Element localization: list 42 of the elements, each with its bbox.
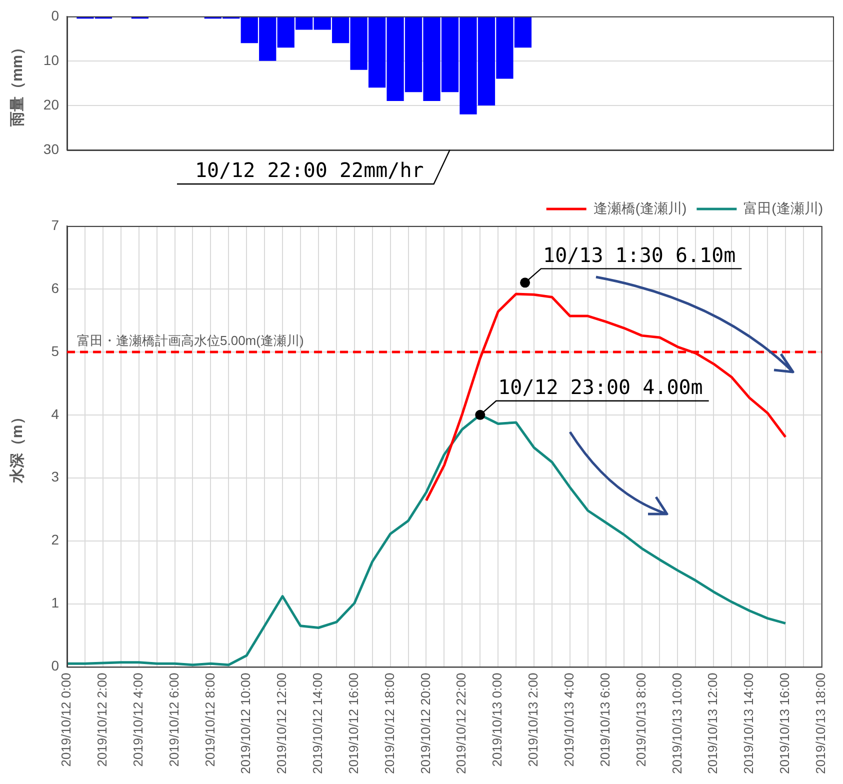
x-tick-label: 2019/10/13 10:00 [669,672,684,774]
y-tick-label: 5 [51,342,60,359]
y-axis-title: 水深（m） [9,410,26,484]
x-tick-label: 2019/10/12 10:00 [238,672,254,774]
text: 10/12 22:00 22mm/hr [195,158,424,182]
x-tick-label: 2019/10/12 0:00 [58,672,74,767]
x-tick-label: 2019/10/12 20:00 [418,672,433,774]
x-tick-label: 2019/10/13 2:00 [526,672,541,767]
annotation: 10/13 1:30 6.10m [543,242,736,267]
legend-label: 富田(逢瀬川) [744,200,824,216]
annotation: 10/12 23:00 4.00m [498,375,703,400]
y-tick-label: 4 [51,406,60,422]
y-tick-label: 3 [51,468,60,485]
y-tick-label: 7 [51,216,60,233]
x-tick-label: 2019/10/13 16:00 [777,672,792,774]
x-tick-label: 2019/10/12 14:00 [310,672,326,774]
x-tick-label: 2019/10/12 8:00 [202,672,218,767]
y-axis-title: 雨量（mm） [9,40,26,128]
x-tick-label: 2019/10/12 12:00 [274,672,290,774]
x-tick-label: 2019/10/12 6:00 [166,672,182,767]
x-tick-label: 2019/10/13 4:00 [562,672,577,767]
x-tick-label: 2019/10/12 2:00 [94,672,110,767]
y-tick-label: 10 [43,52,60,68]
ref-line-label: 富田・逢瀬橋計画高水位5.00m(逢瀬川) [77,333,304,348]
x-tick-label: 2019/10/13 8:00 [633,672,648,767]
x-tick-label: 2019/10/12 18:00 [382,672,397,774]
x-tick-label: 2019/10/13 12:00 [705,672,720,774]
y-tick-label: 30 [43,140,60,157]
x-tick-label: 2019/10/13 14:00 [741,672,756,774]
x-tick-label: 2019/10/13 18:00 [812,672,828,774]
y-tick-label: 1 [51,594,60,611]
x-tick-label: 2019/10/13 0:00 [490,672,505,767]
y-tick-label: 6 [51,280,60,296]
y-tick-label: 20 [43,96,60,112]
x-tick-label: 2019/10/13 6:00 [597,672,612,767]
y-tick-label: 0 [51,7,60,24]
legend-label: 逢瀬橋(逢瀬川) [593,200,687,216]
x-tick-label: 2019/10/12 4:00 [130,672,146,767]
x-tick-label: 2019/10/12 16:00 [346,672,361,774]
x-tick-label: 2019/10/12 22:00 [454,672,469,774]
y-tick-label: 0 [51,658,60,674]
y-tick-label: 2 [51,532,60,548]
